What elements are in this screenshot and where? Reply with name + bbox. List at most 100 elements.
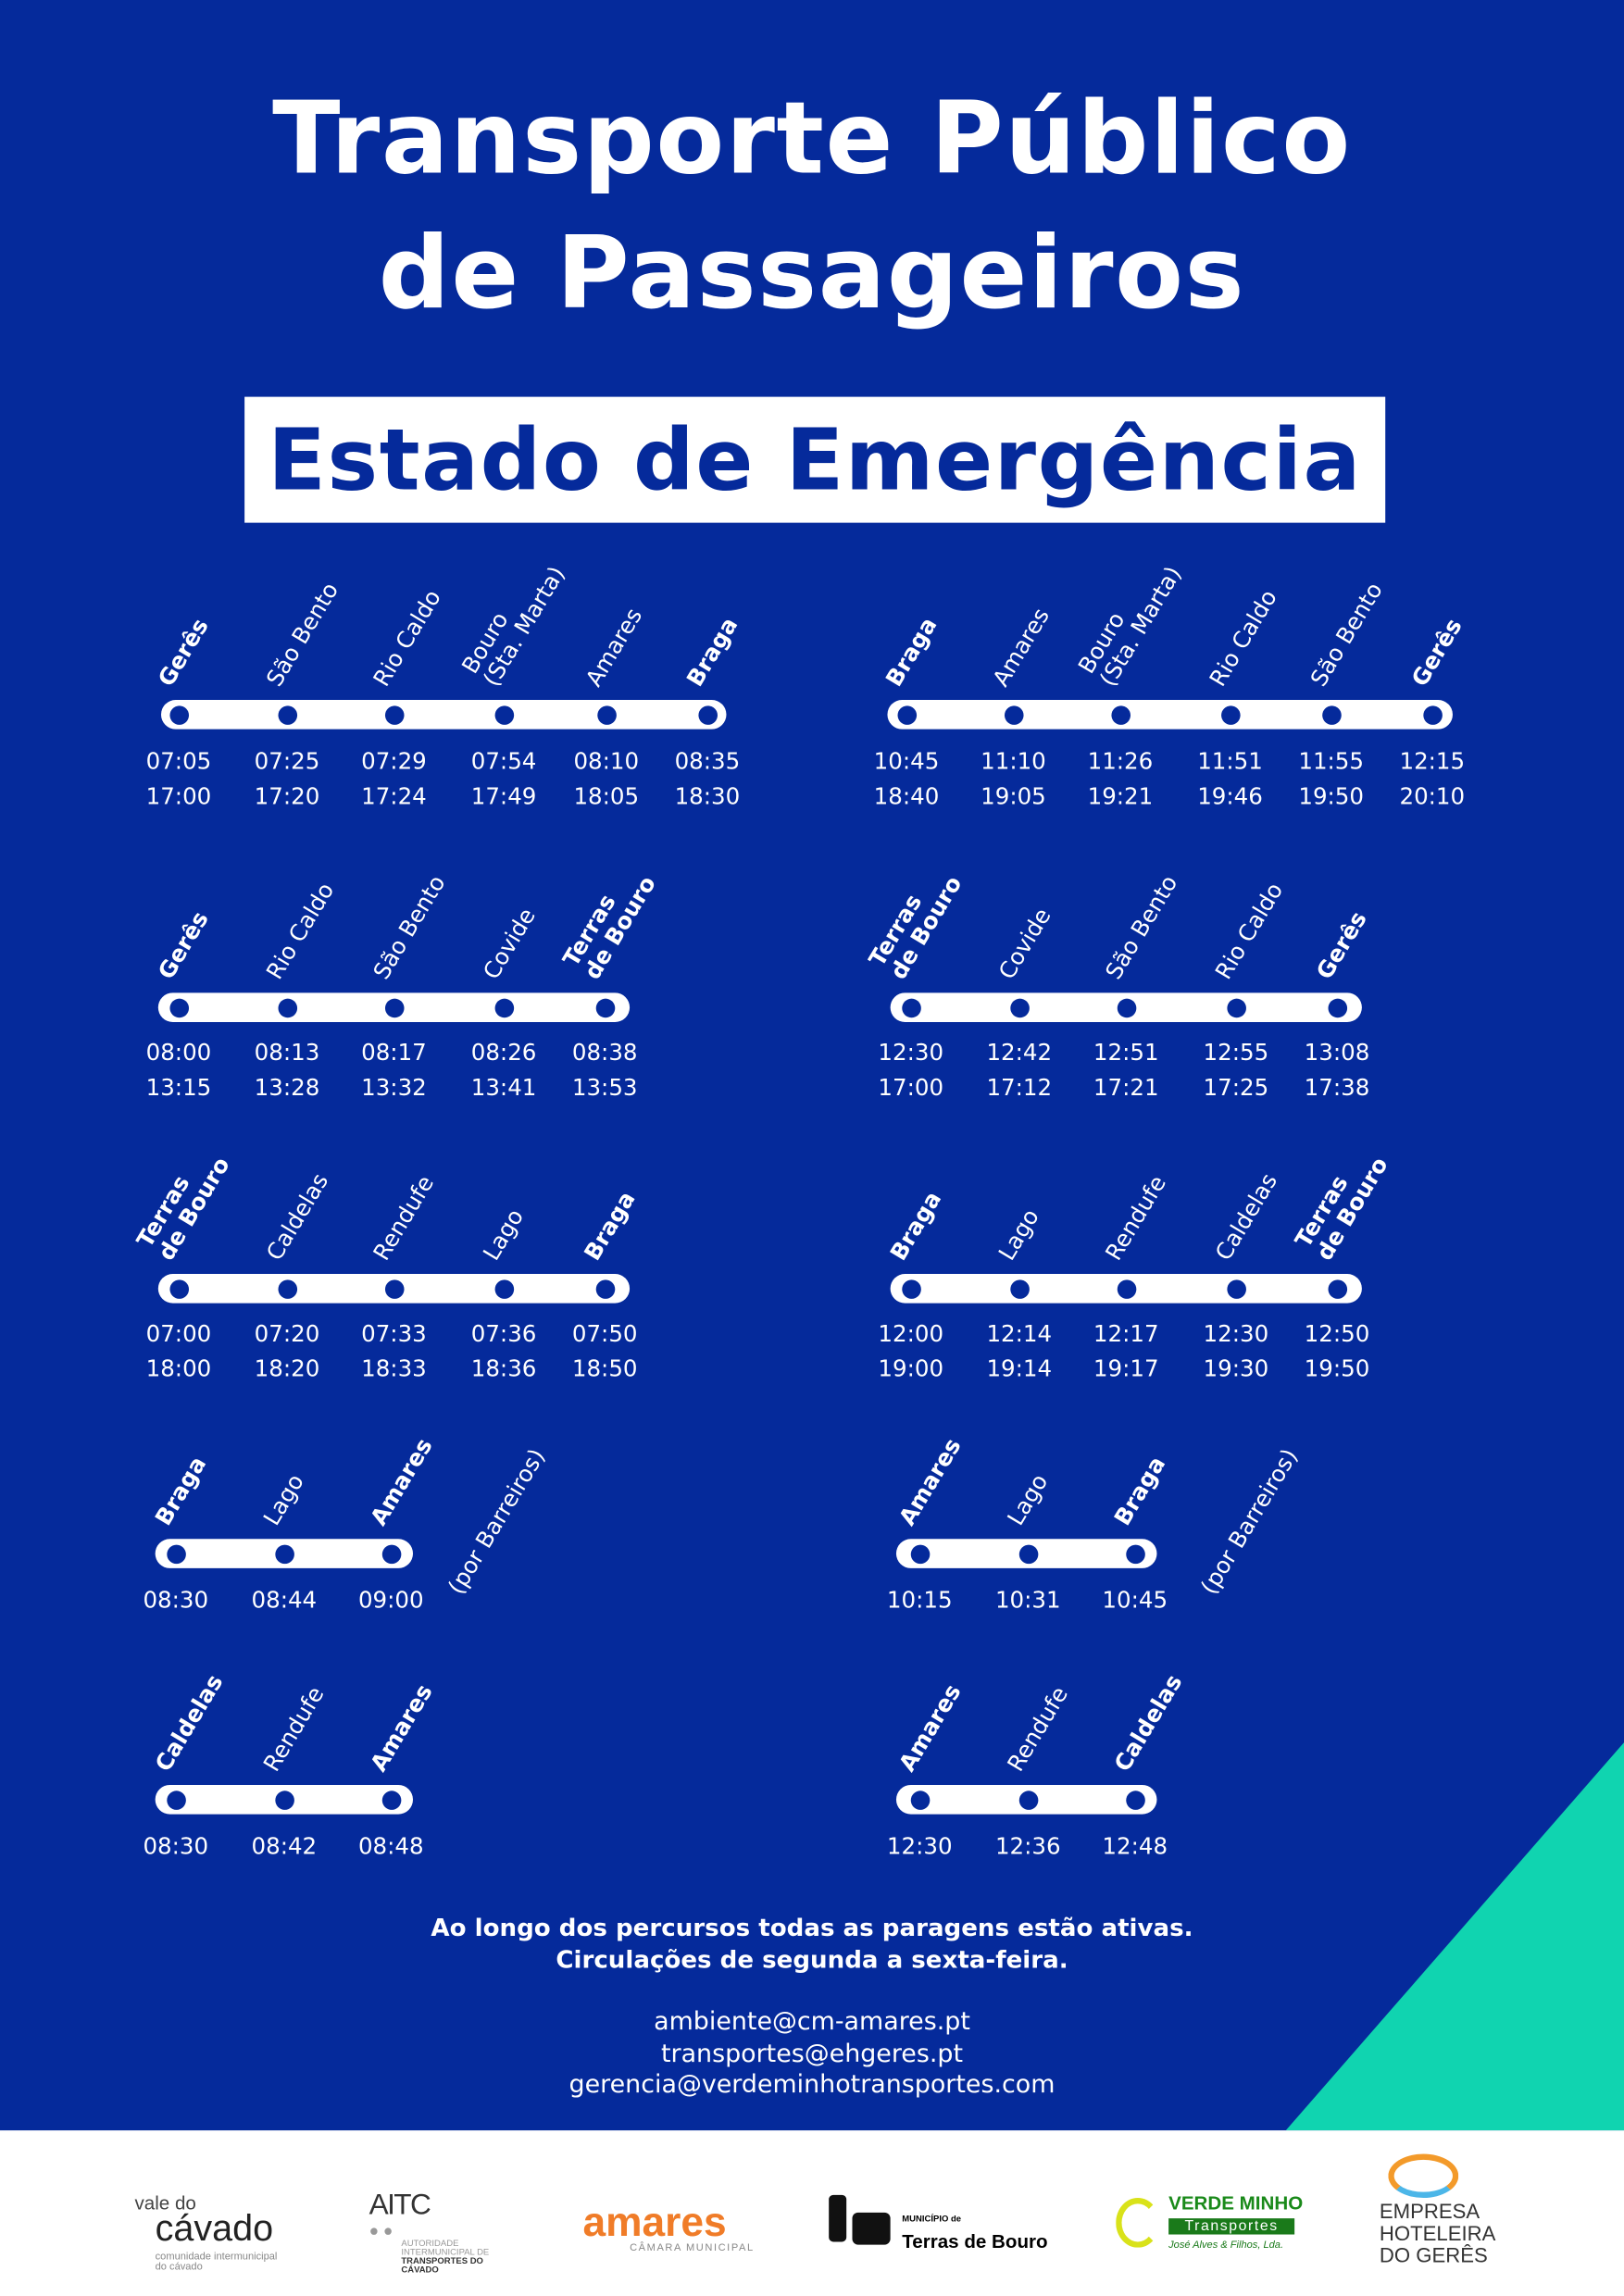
stop-dot (1018, 1543, 1038, 1564)
departure-time: 18:20 (254, 1355, 320, 1383)
departure-time: 12:14 (986, 1320, 1053, 1348)
stop-dot (277, 1279, 297, 1299)
stop-dot (274, 1543, 294, 1564)
departure-time: 11:10 (981, 748, 1046, 775)
departure-time: 08:00 (145, 1039, 212, 1067)
subtitle-box: Estado de Emergência (244, 396, 1386, 523)
stop-dot (594, 1279, 615, 1299)
departure-time: 19:05 (981, 783, 1046, 810)
stop-dot (384, 1279, 404, 1299)
departure-time: 12:51 (1093, 1039, 1159, 1067)
stop-dot (909, 1790, 930, 1810)
departure-time: 12:17 (1093, 1320, 1159, 1348)
departure-time: 19:46 (1197, 783, 1263, 810)
stop-dot (896, 705, 917, 725)
departure-time: 12:00 (878, 1320, 944, 1348)
departure-time: 07:29 (361, 748, 427, 775)
departure-time: 17:20 (254, 783, 320, 810)
logo-empresa-hoteleira: EMPRESA HOTELEIRA DO GERÊS (1380, 2153, 1495, 2267)
departure-time: 12:42 (986, 1039, 1053, 1067)
departure-time: 10:15 (886, 1587, 953, 1614)
departure-time: 18:36 (470, 1355, 537, 1383)
poster: Transporte Público de Passageiros Estado… (0, 0, 1624, 2131)
stop-dot (1116, 1279, 1136, 1299)
email-link[interactable]: transportes@ehgeres.pt (660, 2040, 964, 2069)
departure-time: 19:14 (986, 1355, 1053, 1383)
stop-dot (1110, 705, 1131, 725)
departure-time: 18:33 (361, 1355, 427, 1383)
departure-time: 10:45 (1102, 1587, 1168, 1614)
stop-dot (1226, 1279, 1246, 1299)
departure-time: 17:00 (878, 1074, 944, 1102)
stop-dot (384, 997, 404, 1017)
departure-time: 17:00 (145, 783, 212, 810)
stop-dot (493, 1279, 514, 1299)
departure-time: 12:30 (886, 1833, 953, 1860)
stop-dot (697, 705, 718, 725)
logo-aitc: AITC ● ● AUTORIDADE INTERMUNICIPAL DE TR… (369, 2189, 490, 2276)
departure-time: 17:24 (361, 783, 427, 810)
departure-time: 19:30 (1203, 1355, 1269, 1383)
stop-dot (1321, 705, 1341, 725)
departure-time: 08:30 (143, 1587, 209, 1614)
stop-dot (594, 997, 615, 1017)
stop-dot (596, 705, 617, 725)
logo-amares: amares CÂMARA MUNICIPAL (582, 2199, 755, 2254)
email-link[interactable]: ambiente@cm-amares.pt (654, 2007, 970, 2038)
departure-time: 19:50 (1304, 1355, 1370, 1383)
stop-dot (166, 1543, 186, 1564)
stop-dot (1327, 997, 1347, 1017)
departure-time: 08:38 (571, 1039, 638, 1067)
departure-time: 08:42 (251, 1833, 318, 1860)
departure-time: 08:10 (573, 748, 640, 775)
departure-time: 17:49 (470, 783, 537, 810)
departure-time: 08:48 (357, 1833, 424, 1860)
departure-time: 13:15 (145, 1074, 212, 1102)
stop-dot (169, 997, 189, 1017)
stop-dot (1009, 1279, 1030, 1299)
email-link[interactable]: gerencia@verdeminhotransportes.com (568, 2070, 1056, 2101)
departure-time: 12:48 (1102, 1833, 1168, 1860)
accent-triangle (1285, 1742, 1624, 2131)
departure-time: 19:00 (878, 1355, 944, 1383)
stop-dot (1004, 705, 1023, 725)
departure-time: 07:20 (254, 1320, 320, 1348)
stop-dot (901, 997, 921, 1017)
stop-dot (277, 997, 297, 1017)
departure-time: 17:12 (986, 1074, 1053, 1102)
departure-time: 18:00 (145, 1355, 212, 1383)
stop-dot (1018, 1790, 1038, 1810)
departure-time: 11:55 (1298, 748, 1364, 775)
departure-time: 19:21 (1087, 783, 1154, 810)
stop-dot (381, 1790, 401, 1810)
stop-dot (901, 1279, 921, 1299)
route-line (887, 700, 1453, 730)
departure-time: 12:36 (994, 1833, 1061, 1860)
departure-time: 07:33 (361, 1320, 427, 1348)
stop-dot (277, 705, 297, 725)
departure-time: 07:36 (470, 1320, 537, 1348)
departure-time: 17:38 (1304, 1074, 1370, 1102)
departure-time: 17:25 (1203, 1074, 1269, 1102)
stop-dot (1125, 1790, 1145, 1810)
departure-time: 18:05 (573, 783, 640, 810)
departure-time: 13:41 (470, 1074, 537, 1102)
departure-time: 13:28 (254, 1074, 320, 1102)
stop-dot (169, 705, 189, 725)
departure-time: 13:08 (1304, 1039, 1370, 1067)
departure-time: 08:35 (674, 748, 741, 775)
departure-time: 19:17 (1093, 1355, 1159, 1383)
route-line (160, 700, 727, 730)
departure-time: 08:26 (470, 1039, 537, 1067)
stop-dot (1009, 997, 1030, 1017)
footer-note-2: Circulações de segunda a sexta-feira. (556, 1945, 1068, 1975)
stop-dot (1116, 997, 1136, 1017)
stop-dot (493, 705, 514, 725)
departure-time: 12:55 (1203, 1039, 1269, 1067)
departure-time: 12:30 (878, 1039, 944, 1067)
stop-dot (1327, 1279, 1347, 1299)
footer-note-1: Ao longo dos percursos todas as paragens… (431, 1914, 1193, 1942)
departure-time: 18:30 (674, 783, 741, 810)
stop-dot (381, 1543, 401, 1564)
